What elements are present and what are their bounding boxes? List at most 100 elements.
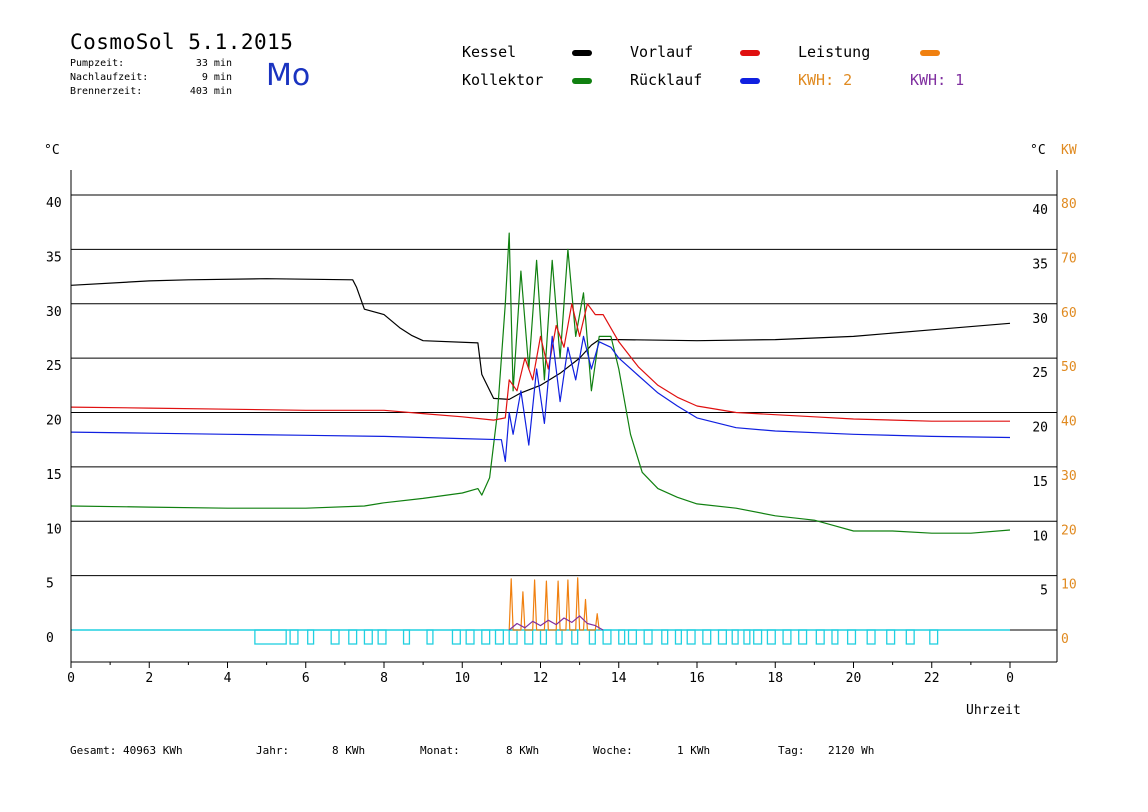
kw-tick-label: 60 [1061, 306, 1077, 321]
x-tick-label: 8 [380, 671, 388, 686]
kw-tick-label: 70 [1061, 251, 1077, 266]
footer-value: 1 KWh [677, 744, 711, 757]
state-bar [766, 629, 776, 645]
legend-swatch [572, 49, 592, 56]
stat-nachlaufzeit: Nachlaufzeit: 9 min [70, 72, 232, 83]
y-tick-label: 35 [46, 250, 62, 265]
footer-label: Gesamt: [70, 744, 117, 757]
state-bar [555, 629, 563, 645]
state-bar [929, 629, 939, 645]
stat-value: 403 min [189, 86, 232, 97]
y-tick-label-right: 5 [1040, 584, 1048, 599]
stat-brennerzeit: Brennerzeit: 403 min [70, 86, 232, 97]
y-tick-label: 0 [46, 631, 54, 646]
footer-label: Jahr: [256, 744, 290, 757]
y-tick-label-right: 10 [1032, 529, 1048, 544]
state-bar [571, 629, 579, 645]
state-bar [618, 629, 626, 645]
state-bar [307, 629, 315, 645]
y-tick-label-right: 40 [1032, 203, 1048, 218]
legend-swatch [740, 49, 760, 56]
state-bar [846, 629, 857, 645]
series-line-kwh-1 [508, 615, 604, 631]
legend-ruecklauf: Rücklauf [630, 71, 760, 89]
y-tick-label-right: 15 [1032, 475, 1048, 490]
x-tick-label: 12 [533, 671, 549, 686]
axes: 0510152025303540510152025303540010203040… [46, 170, 1077, 686]
stat-value: 33 min [195, 58, 232, 69]
x-tick-label: 0 [67, 671, 75, 686]
legend-swatch [572, 77, 592, 84]
grid [71, 194, 1057, 577]
legend-leistung: Leistung [798, 43, 940, 61]
y-axis-unit-right: °C [1030, 143, 1046, 158]
kw-tick-label: 30 [1061, 469, 1077, 484]
footer-jahr: Jahr: 8 KWh [256, 744, 365, 757]
legend-label: Rücklauf [630, 71, 703, 89]
state-bars [71, 629, 1010, 645]
state-bar [348, 629, 358, 645]
series-lines [70, 232, 1011, 631]
x-tick-label: 0 [1006, 671, 1014, 686]
y-axis-unit-kw: KW [1061, 143, 1077, 158]
state-bar [717, 629, 727, 645]
state-bar [426, 629, 434, 645]
y-tick-label: 20 [46, 414, 62, 429]
state-bar [539, 629, 548, 645]
kwh-2-label: KWH: 2 [798, 71, 853, 89]
state-bar [798, 629, 808, 645]
x-tick-label: 14 [611, 671, 627, 686]
state-bar [363, 629, 373, 645]
y-tick-label: 25 [46, 359, 62, 374]
state-bar [702, 629, 712, 645]
state-bar [815, 629, 825, 645]
chart-title: CosmoSol 5.1.2015 [70, 30, 294, 54]
footer-label: Monat: [420, 744, 460, 757]
state-bar [731, 629, 739, 645]
x-axis-label: Uhrzeit [966, 703, 1021, 718]
series-line-kessel [70, 278, 1011, 400]
stat-pumpzeit: Pumpzeit: 33 min [70, 58, 232, 69]
stat-value: 9 min [201, 72, 232, 83]
footer-label: Woche: [593, 744, 633, 757]
legend-label: Kollektor [462, 71, 544, 89]
state-bar [508, 629, 518, 645]
legend-swatch [740, 77, 760, 84]
state-bar [402, 629, 411, 645]
kwh-1-label: KWH: 1 [910, 71, 965, 89]
stat-label: Pumpzeit: [70, 58, 125, 69]
kw-tick-label: 10 [1061, 578, 1077, 593]
state-bar [602, 629, 612, 645]
footer-label: Tag: [778, 744, 805, 757]
x-tick-label: 18 [767, 671, 783, 686]
kw-tick-label: 50 [1061, 360, 1077, 375]
legend-label: Leistung [798, 43, 871, 61]
y-tick-label-right: 35 [1032, 257, 1048, 272]
y-tick-label: 5 [46, 577, 54, 592]
state-bar [753, 629, 763, 645]
state-bar [524, 629, 534, 645]
kw-tick-label: 80 [1061, 197, 1077, 212]
state-bar [377, 629, 387, 645]
state-bar [627, 629, 638, 645]
state-bar [588, 629, 596, 645]
x-tick-label: 6 [302, 671, 310, 686]
state-bar [661, 629, 669, 645]
x-tick-label: 10 [454, 671, 470, 686]
footer-gesamt: Gesamt: 40963 KWh [70, 744, 183, 757]
state-bar [831, 629, 839, 645]
series-line-vorlauf [70, 303, 1010, 422]
legend-label: Kessel [462, 43, 517, 61]
x-tick-label: 4 [224, 671, 232, 686]
y-tick-label: 15 [46, 468, 62, 483]
kw-tick-label: 40 [1061, 415, 1077, 430]
kw-tick-label: 0 [1061, 632, 1069, 647]
state-bar [905, 629, 915, 645]
footer-woche: Woche: 1 KWh [593, 744, 710, 757]
series-line-leistung [508, 577, 600, 631]
state-bar [782, 629, 792, 645]
y-tick-label: 10 [46, 522, 62, 537]
legend-vorlauf: Vorlauf [630, 43, 760, 61]
y-tick-label: 30 [46, 305, 62, 320]
